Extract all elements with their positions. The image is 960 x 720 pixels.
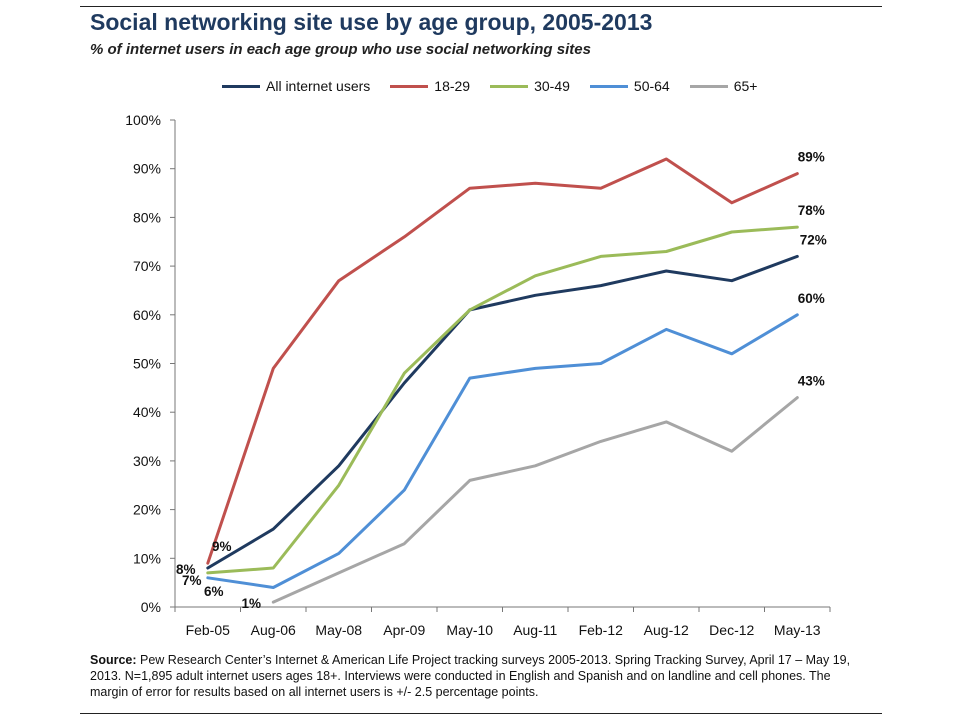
data-label: 7% bbox=[182, 573, 202, 588]
legend-item: 30-49 bbox=[490, 78, 570, 94]
x-tick-label: Dec-12 bbox=[709, 622, 754, 638]
y-tick-label: 60% bbox=[133, 307, 161, 323]
legend-label: 18-29 bbox=[434, 78, 471, 94]
legend-item: 65+ bbox=[689, 78, 758, 94]
source-note: Source: Pew Research Center’s Internet &… bbox=[90, 652, 870, 700]
chart-legend: All internet users 18-29 30-49 50-64 65+ bbox=[222, 76, 777, 96]
y-tick-label: 20% bbox=[133, 502, 161, 518]
series-line-30-49 bbox=[206, 225, 799, 575]
x-tick-label: Aug-06 bbox=[251, 622, 296, 638]
x-tick-label: May-10 bbox=[446, 622, 493, 638]
x-tick-label: May-13 bbox=[774, 622, 821, 638]
y-tick-label: 100% bbox=[125, 112, 161, 128]
legend-label: 65+ bbox=[733, 78, 758, 94]
x-tick-label: Feb-05 bbox=[186, 622, 231, 638]
data-label: 43% bbox=[798, 374, 825, 389]
data-label: 60% bbox=[798, 291, 825, 306]
series-line-all-internet-users bbox=[206, 254, 799, 570]
line-chart: 0% 10% 20% 30% 40% 50% 60% 70% 80% 90% 100% Feb-05 A… bbox=[125, 112, 831, 638]
source-text: Pew Research Center’s Internet & America… bbox=[90, 653, 851, 699]
legend-item: 50-64 bbox=[589, 78, 670, 94]
series-line-50-64 bbox=[206, 313, 799, 589]
y-tick-label: 0% bbox=[141, 599, 161, 615]
data-label: 9% bbox=[212, 539, 232, 554]
data-label: 78% bbox=[798, 203, 825, 218]
legend-swatch bbox=[689, 84, 728, 88]
legend-swatch bbox=[490, 84, 529, 88]
data-label: 8% bbox=[176, 562, 196, 577]
y-tick-label: 40% bbox=[133, 404, 161, 420]
chart-title: Social networking site use by age group,… bbox=[90, 9, 653, 35]
data-label: 89% bbox=[798, 150, 825, 165]
y-tick-label: 90% bbox=[133, 161, 161, 177]
legend-label: 50-64 bbox=[633, 78, 670, 94]
x-tick-label: May-08 bbox=[315, 622, 362, 638]
top-rule bbox=[80, 6, 882, 7]
data-label: 6% bbox=[204, 584, 224, 599]
chart-subtitle: % of internet users in each age group wh… bbox=[90, 41, 591, 58]
legend-label: 30-49 bbox=[534, 78, 570, 94]
x-tick-label: Aug-11 bbox=[513, 622, 557, 638]
x-tick-label: Feb-12 bbox=[579, 622, 624, 638]
y-tick-label: 30% bbox=[133, 453, 161, 469]
data-label: 1% bbox=[241, 596, 261, 611]
data-label: 72% bbox=[800, 232, 827, 247]
x-tick-label: Aug-12 bbox=[644, 622, 689, 638]
source-label: Source: bbox=[90, 653, 137, 667]
y-tick-label: 70% bbox=[133, 258, 161, 274]
y-tick-label: 80% bbox=[133, 209, 161, 225]
legend-label: All internet users bbox=[266, 78, 371, 94]
bottom-rule bbox=[80, 713, 882, 714]
x-tick-label: Apr-09 bbox=[383, 622, 425, 638]
legend-swatch bbox=[589, 84, 628, 88]
series-line-18-29 bbox=[206, 157, 799, 565]
y-tick-label: 10% bbox=[133, 550, 161, 566]
series-line-65- bbox=[271, 396, 799, 604]
y-tick-label: 50% bbox=[133, 356, 161, 372]
legend-swatch bbox=[390, 84, 429, 88]
legend-item: All internet users bbox=[222, 78, 370, 94]
legend-item: 18-29 bbox=[390, 78, 470, 94]
legend-swatch bbox=[222, 84, 260, 88]
